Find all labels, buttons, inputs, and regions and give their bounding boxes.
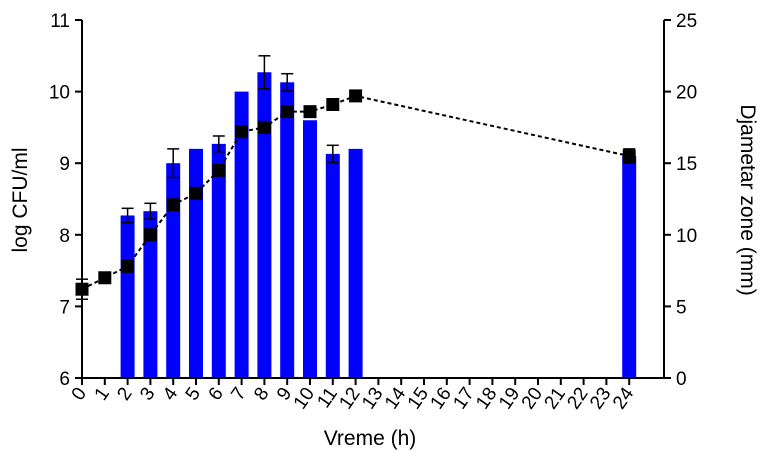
- y-right-tick-label-10: 10: [676, 226, 697, 247]
- line-marker-5: [189, 186, 203, 200]
- line-marker-24: [622, 149, 636, 163]
- y-left-tick-label-9: 9: [59, 154, 70, 175]
- bar-3: [143, 211, 158, 378]
- x-tick-label-3: 3: [136, 384, 159, 405]
- x-tick-label-0: 0: [68, 384, 91, 405]
- x-tick-label-2: 2: [113, 384, 136, 405]
- x-axis-title: Vreme (h): [324, 427, 417, 450]
- bar-12: [348, 148, 363, 378]
- line-marker-2: [121, 259, 135, 273]
- bar-5: [189, 148, 203, 378]
- bars-layer: [120, 55, 637, 379]
- y-left-tick-label-8: 8: [59, 226, 70, 247]
- line-marker-3: [143, 228, 157, 242]
- x-tick-label-1: 1: [91, 384, 114, 405]
- line-marker-8: [257, 120, 271, 134]
- line-marker-1: [98, 271, 112, 285]
- y-right-tick-label-15: 15: [676, 154, 697, 175]
- line-marker-10: [303, 105, 317, 119]
- y-left-tick-label-10: 10: [49, 83, 70, 104]
- line-marker-12: [349, 89, 363, 103]
- bar-24: [622, 156, 637, 378]
- y-right-tick-label-25: 25: [676, 11, 697, 32]
- bar-4: [166, 163, 181, 378]
- line-marker-6: [212, 163, 226, 177]
- line-marker-9: [280, 105, 294, 119]
- x-tick-label-7: 7: [227, 384, 250, 405]
- bar-8: [257, 72, 272, 378]
- x-tick-label-6: 6: [205, 384, 228, 405]
- y-right-tick-label-0: 0: [676, 369, 687, 390]
- y-left-tick-label-6: 6: [59, 369, 70, 390]
- x-tick-label-24: 24: [609, 383, 639, 413]
- line-marker-11: [326, 97, 340, 111]
- y-right-tick-label-5: 5: [676, 297, 687, 318]
- y-right-tick-label-20: 20: [676, 83, 697, 104]
- line-marker-7: [235, 125, 249, 139]
- x-tick-label-8: 8: [250, 384, 273, 405]
- bar-10: [303, 120, 317, 379]
- x-tick-label-5: 5: [182, 384, 205, 405]
- bar-9: [280, 82, 295, 379]
- y-left-axis-title: log CFU/ml: [9, 147, 32, 252]
- x-tick-label-4: 4: [159, 383, 183, 404]
- bar-11: [325, 153, 340, 378]
- bar-2: [120, 215, 135, 378]
- bar-7: [234, 91, 249, 378]
- y-left-tick-label-11: 11: [50, 11, 70, 32]
- bar-6: [211, 143, 226, 378]
- y-right-axis-title: Djametar zone (mm): [736, 104, 759, 295]
- y-left-tick-label-7: 7: [59, 297, 70, 318]
- line-marker-4: [166, 198, 180, 212]
